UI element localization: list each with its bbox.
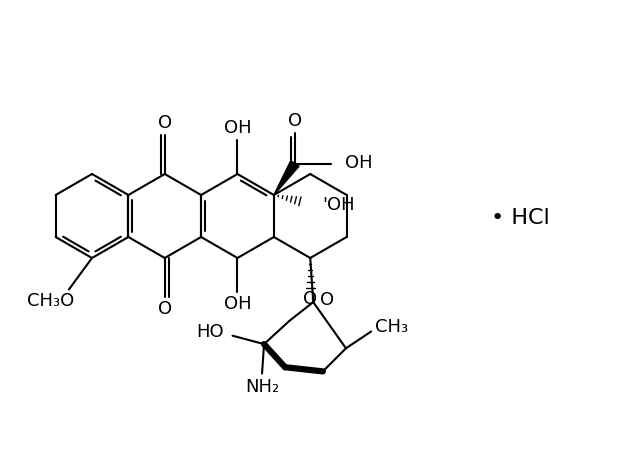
Text: CH₃: CH₃ [374,318,408,336]
Text: O: O [320,291,334,309]
Text: 'OH: 'OH [322,196,355,214]
Text: • HCl: • HCl [491,208,549,228]
Text: NH₂: NH₂ [245,377,279,396]
Text: OH: OH [223,118,252,137]
Text: HO: HO [196,322,225,341]
Text: OH: OH [345,155,372,172]
Text: O: O [303,290,317,308]
Text: CH₃O: CH₃O [28,293,74,310]
Text: O: O [288,112,302,130]
Text: O: O [157,300,172,318]
Text: OH: OH [223,295,252,314]
Text: O: O [157,114,172,132]
Polygon shape [274,161,299,195]
